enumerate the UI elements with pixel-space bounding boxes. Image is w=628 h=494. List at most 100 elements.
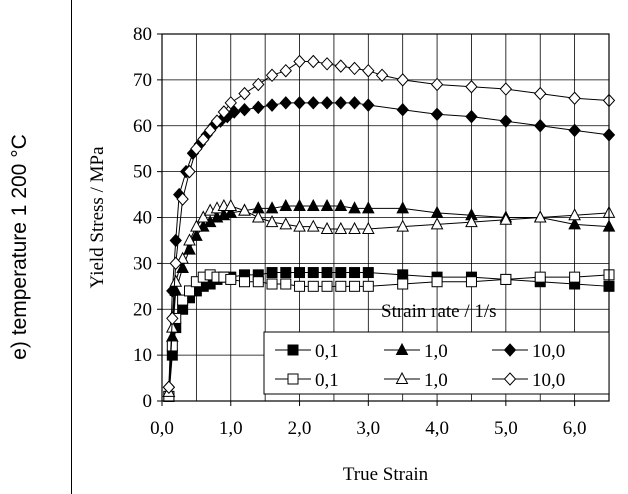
data-point — [335, 267, 347, 279]
data-point — [348, 201, 361, 214]
data-point — [197, 132, 210, 147]
data-point — [266, 278, 278, 290]
data-series — [162, 54, 616, 402]
x-tick-label: 5,0 — [494, 418, 518, 439]
data-point — [499, 212, 513, 225]
data-point — [499, 114, 513, 128]
data-point — [307, 96, 320, 110]
data-point — [534, 271, 546, 283]
data-point — [362, 280, 374, 292]
data-point — [320, 96, 334, 110]
data-point — [397, 278, 409, 290]
data-point — [224, 205, 238, 218]
data-point — [534, 119, 547, 133]
legend-label: 1,0 — [424, 341, 448, 362]
data-point — [320, 221, 334, 234]
legend-item: 10,0 — [492, 370, 565, 391]
series-diamond-open — [162, 54, 616, 394]
data-point — [534, 86, 547, 101]
x-tick-label: 0,0 — [150, 418, 174, 439]
legend-marker — [395, 342, 409, 355]
data-point — [334, 96, 347, 110]
data-point — [162, 380, 176, 394]
data-point — [166, 340, 178, 352]
data-point — [397, 269, 409, 281]
data-point — [224, 96, 237, 110]
data-point — [293, 198, 306, 212]
data-point — [252, 77, 265, 92]
y-tick-label: 30 — [133, 253, 152, 274]
data-point — [238, 102, 251, 117]
data-point — [569, 271, 581, 283]
data-point — [265, 201, 279, 214]
data-point — [568, 217, 581, 230]
data-point — [307, 54, 320, 69]
legend-label: 0,1 — [315, 370, 339, 391]
data-point — [177, 294, 189, 306]
data-point — [251, 210, 265, 223]
data-point — [568, 123, 581, 138]
data-point — [265, 215, 279, 228]
data-point — [533, 210, 547, 223]
legend-title: Strain rate / 1/s — [381, 301, 497, 322]
data-point — [169, 256, 182, 271]
legend-item: 0,1 — [275, 370, 339, 391]
x-tick-label: 1,0 — [219, 418, 243, 439]
data-point — [348, 221, 361, 234]
data-point — [280, 278, 292, 290]
data-point — [279, 198, 293, 212]
data-point — [184, 285, 196, 297]
data-point — [166, 311, 179, 326]
data-point — [362, 98, 375, 112]
data-point — [375, 68, 389, 83]
data-point — [362, 267, 374, 279]
data-point — [335, 280, 347, 292]
data-point — [307, 280, 319, 292]
legend-items: 0,1 1,0 10,0 0,1 1,0 10,0 — [275, 341, 565, 391]
legend-label: 10,0 — [532, 370, 565, 391]
legend-item: 1,0 — [384, 370, 448, 391]
data-point — [430, 217, 444, 230]
y-tick-label: 40 — [133, 208, 152, 229]
x-tick-label: 3,0 — [356, 418, 380, 439]
data-point — [252, 276, 264, 288]
legend-item: 1,0 — [384, 341, 448, 362]
data-point — [465, 109, 478, 124]
y-axis-title: Yield Stress / MPa — [87, 146, 108, 289]
data-point — [265, 68, 279, 83]
data-point — [279, 63, 292, 78]
legend-marker — [503, 372, 517, 386]
data-point — [500, 273, 512, 285]
data-point — [169, 233, 182, 248]
data-point — [176, 192, 189, 206]
legend-marker — [503, 343, 517, 357]
data-point — [348, 96, 361, 110]
data-point — [361, 201, 375, 214]
data-point — [465, 80, 478, 94]
data-point — [293, 54, 306, 69]
data-point — [320, 198, 334, 212]
legend-marker — [395, 371, 409, 384]
y-tick-label: 80 — [133, 24, 152, 45]
data-point — [396, 102, 409, 117]
data-point — [190, 141, 203, 156]
legend-marker — [287, 344, 299, 356]
data-point — [321, 280, 333, 292]
legend-marker — [287, 373, 299, 385]
data-point — [183, 164, 196, 179]
data-point — [334, 198, 348, 212]
data-point — [224, 198, 238, 212]
data-point — [293, 219, 306, 232]
legend-box — [263, 331, 610, 395]
data-point — [252, 100, 265, 115]
series-square-open — [163, 269, 615, 402]
data-point — [334, 221, 348, 234]
x-tick-label: 4,0 — [425, 418, 449, 439]
x-tick-label: 2,0 — [288, 418, 312, 439]
data-point — [279, 96, 292, 110]
data-point — [279, 217, 293, 230]
data-point — [294, 267, 306, 279]
data-point — [203, 123, 217, 138]
y-tick-label: 10 — [133, 345, 152, 366]
